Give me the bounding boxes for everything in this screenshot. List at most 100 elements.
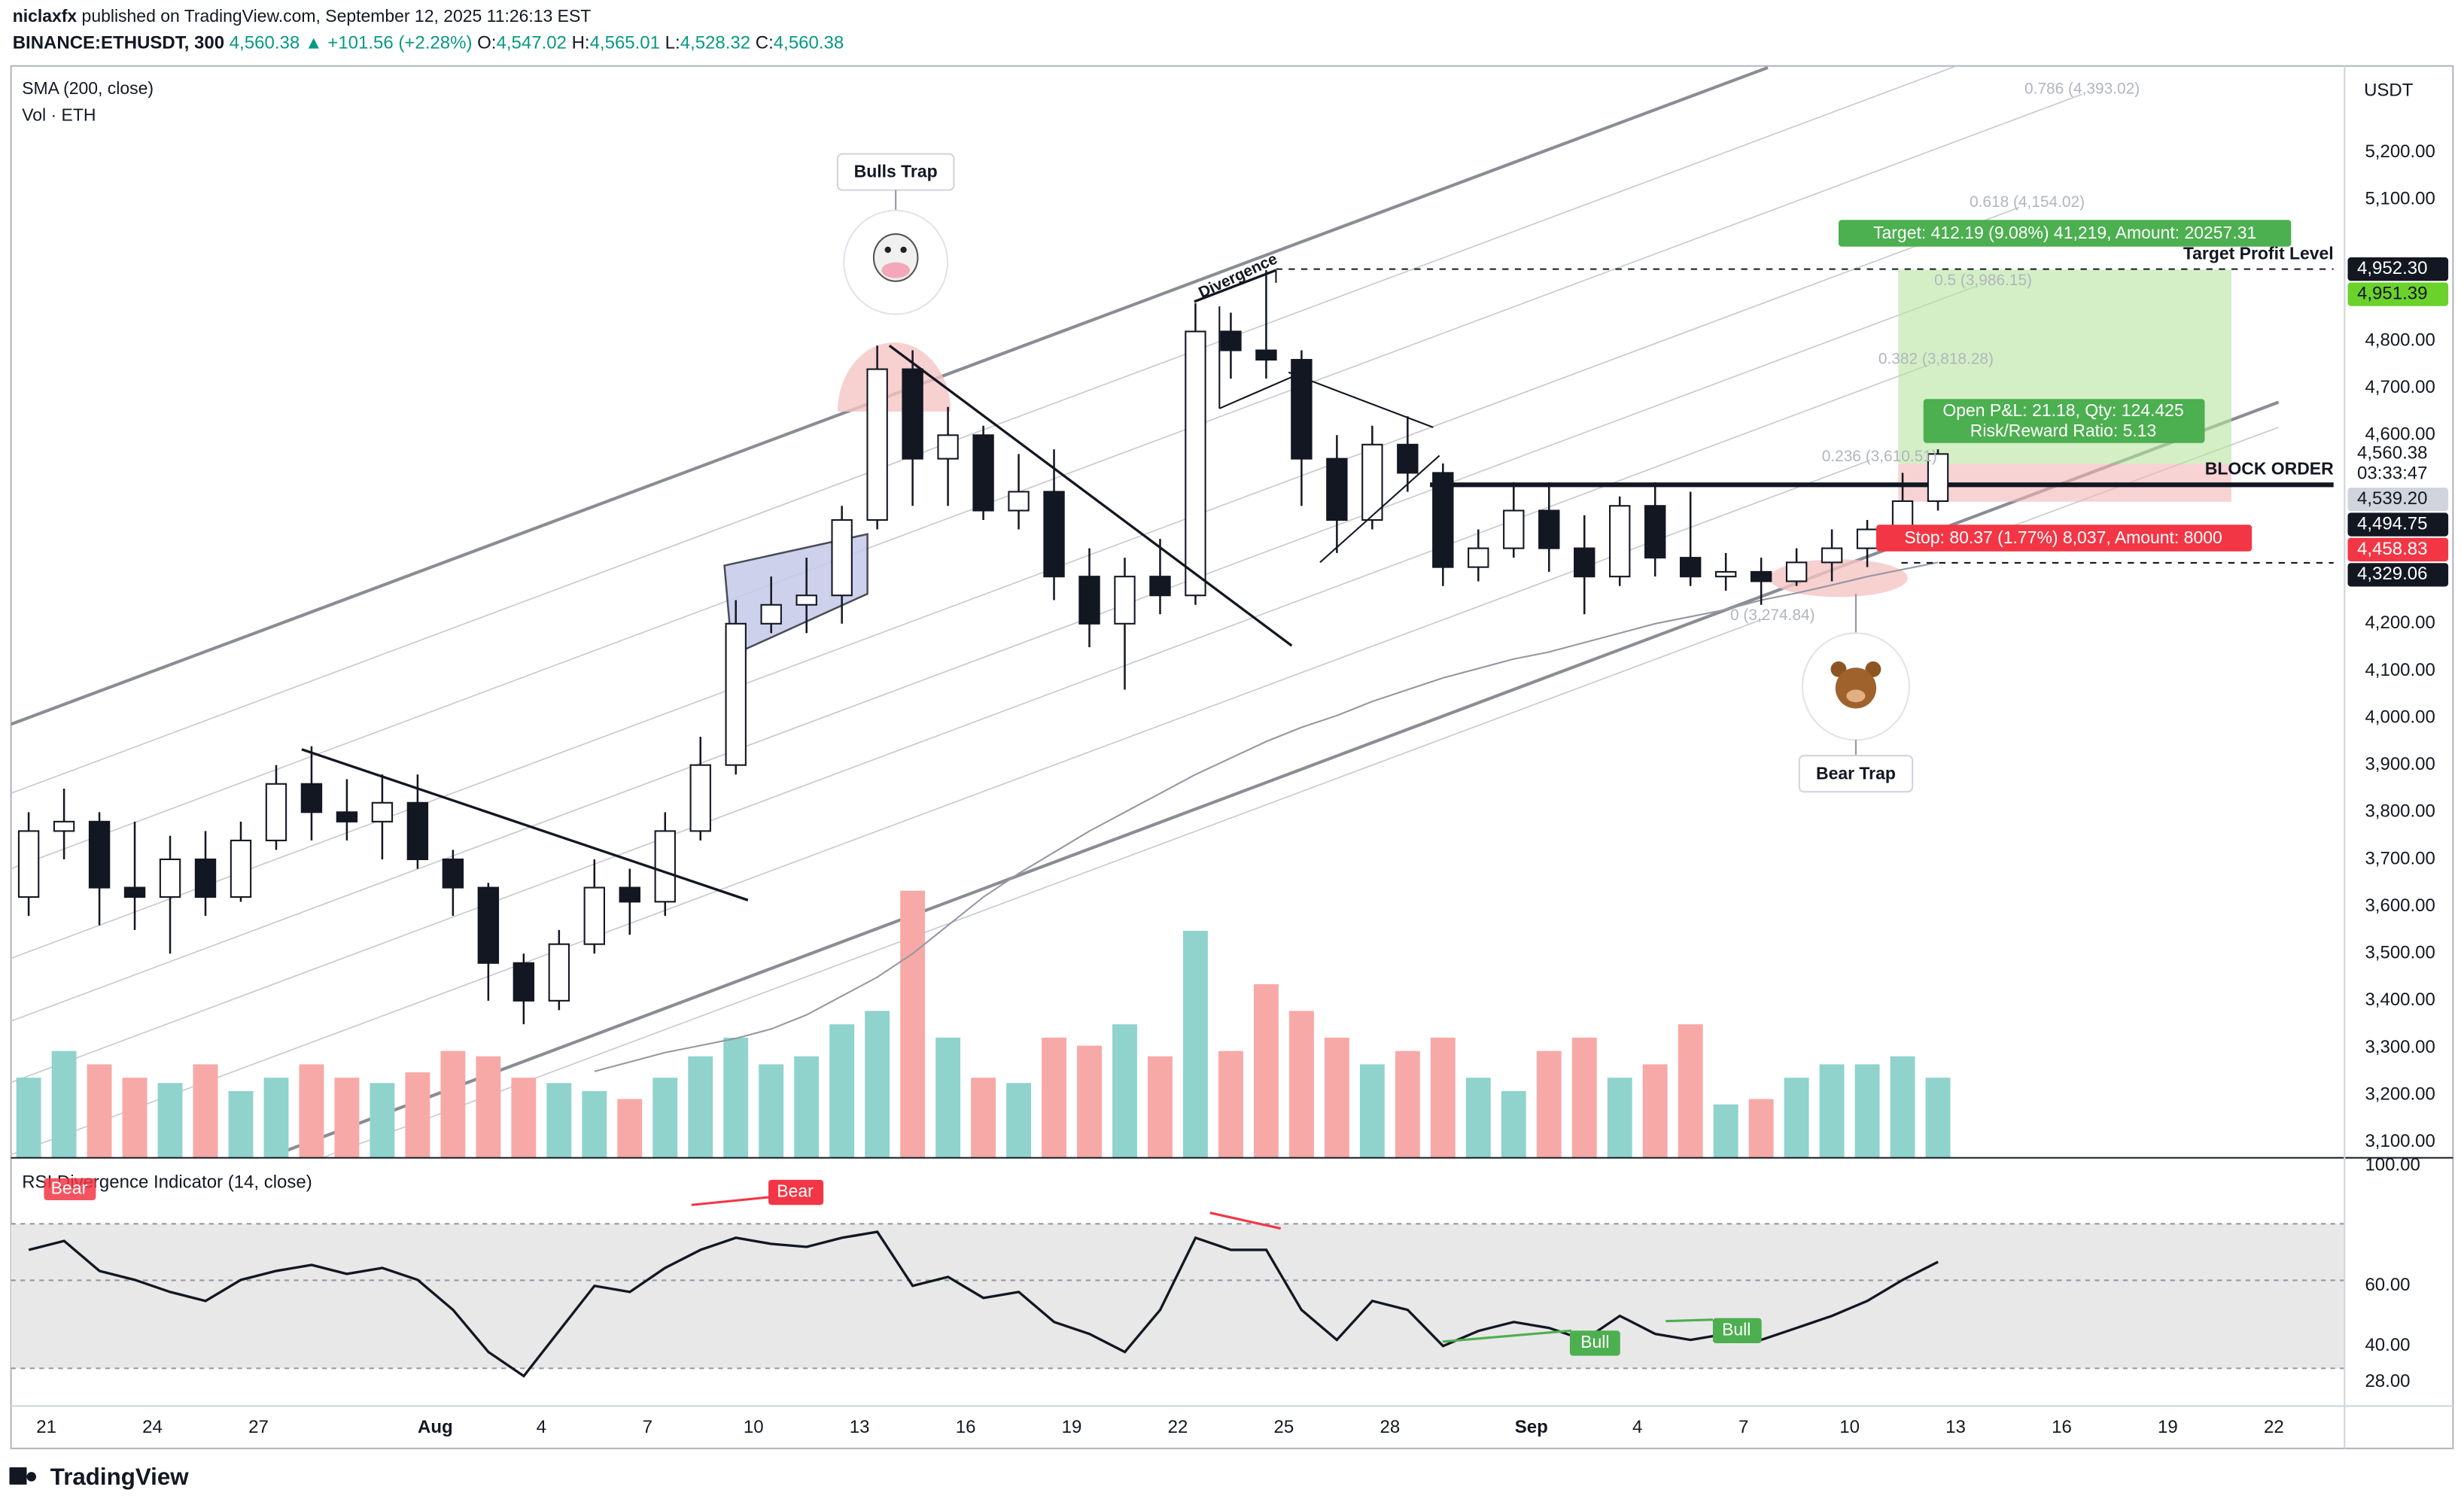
candle-body — [760, 604, 782, 625]
fib-line — [11, 206, 2020, 959]
x-tick-label: 22 — [1168, 1417, 1188, 1437]
pnl-text: Open P&L: 21.18, Qty: 124.425 — [1942, 400, 2183, 420]
volume-bar — [617, 1099, 643, 1158]
candle-body — [1043, 491, 1065, 578]
icon-face — [1835, 667, 1877, 709]
y-tick-label: 3,800.00 — [2365, 801, 2435, 822]
pnl-box — [1923, 399, 2205, 443]
volume-bar — [1430, 1037, 1456, 1158]
price-tag — [2347, 563, 2449, 587]
price-tag — [2347, 282, 2449, 306]
candle-body — [53, 820, 75, 832]
volume-bar — [723, 1037, 749, 1158]
volume-bar — [1748, 1099, 1774, 1158]
drawings — [301, 269, 1440, 901]
volume-bar — [1501, 1090, 1526, 1158]
ohlc-value: 4,565.01 — [590, 33, 660, 53]
candle-body — [230, 839, 252, 898]
volume-bar — [157, 1083, 183, 1158]
candle-body — [371, 801, 394, 822]
candle-body — [406, 801, 429, 861]
y-tick-label: 4,800.00 — [2365, 330, 2435, 350]
icon-eye — [900, 246, 907, 254]
published: published on TradingView.com, September … — [77, 6, 591, 26]
volume-bar — [1288, 1011, 1314, 1158]
y-tick-label: 5,200.00 — [2365, 141, 2435, 162]
ohlc-value: 4,560.38 — [774, 33, 844, 53]
volume-bar — [1324, 1037, 1349, 1158]
y-tick-label: 4,200.00 — [2365, 613, 2435, 633]
y-tick-label: 3,600.00 — [2365, 895, 2435, 916]
candle-body — [1927, 453, 1949, 503]
candle-body — [1644, 505, 1666, 559]
callout-text: Bear Trap — [1816, 763, 1896, 783]
volume-bar — [263, 1078, 289, 1158]
fib-line — [321, 618, 1764, 1158]
candle-body — [1891, 500, 1914, 531]
candle-body — [513, 962, 535, 1002]
candle-body — [1078, 576, 1100, 625]
brand: TradingView — [50, 1464, 189, 1490]
y-tick-label: 3,400.00 — [2365, 990, 2435, 1010]
candle-body — [689, 764, 711, 832]
fib-label: 0.786 (4,393.02) — [2024, 81, 2140, 98]
candle-body — [831, 518, 853, 597]
candle-body — [654, 830, 676, 903]
last: 4,560.38 — [230, 33, 300, 53]
div-tag — [768, 1179, 824, 1206]
axes: 5,200.005,100.004,900.004,800.004,700.00… — [36, 141, 2449, 1437]
x-tick-label: 13 — [850, 1417, 870, 1437]
volume-bar — [87, 1064, 112, 1158]
y-tick-label: 3,100.00 — [2365, 1131, 2435, 1151]
volume-bar — [1819, 1064, 1845, 1158]
candle-body — [902, 368, 923, 460]
logo-mark — [9, 1467, 27, 1485]
volume-bar — [971, 1078, 996, 1158]
ohlc-label: C: — [756, 33, 774, 53]
icon-snout — [1846, 689, 1866, 703]
candle-body — [1574, 547, 1596, 578]
fib-label: 0.618 (4,154.02) — [1970, 193, 2085, 211]
trendline — [1288, 371, 1434, 428]
x-tick-label: 4 — [537, 1417, 546, 1437]
x-tick-label: 19 — [1062, 1417, 1082, 1437]
fib-channel — [11, 65, 2279, 1158]
y-tick-label: 3,300.00 — [2365, 1037, 2435, 1057]
volume-bar — [1784, 1078, 1809, 1158]
labels: 0.786 (4,393.02) 0.618 (4,154.02) 0.5 (3… — [22, 78, 2334, 1356]
candle-body — [1185, 330, 1206, 597]
x-tick-label: 21 — [36, 1417, 56, 1437]
candle-body — [866, 368, 888, 521]
candle-body — [159, 858, 181, 898]
rr-text: Risk/Reward Ratio: 5.13 — [1970, 421, 2157, 440]
volume-bar — [405, 1072, 430, 1158]
candle-body — [1291, 359, 1313, 460]
symbol: BINANCE:ETHUSDT, 300 — [13, 33, 224, 53]
x-tick-label: 7 — [643, 1417, 653, 1437]
div-tag — [44, 1178, 96, 1200]
countdown: 03:33:47 — [2357, 464, 2427, 484]
price-tag-label: 4,329.06 — [2357, 564, 2427, 584]
candle-body — [1255, 349, 1277, 361]
div-text: Bull — [1580, 1332, 1609, 1351]
candle-body — [972, 434, 994, 512]
icon-snout — [881, 262, 910, 278]
price-tag — [2347, 487, 2449, 512]
volume-bar — [1536, 1050, 1562, 1158]
volume-bar — [759, 1064, 784, 1158]
x-tick-label: 24 — [142, 1417, 163, 1437]
logo: TradingView — [9, 1464, 189, 1490]
icon-eye — [884, 246, 891, 254]
fib-line — [11, 93, 2082, 870]
candle-body — [442, 858, 464, 889]
volume-bar — [193, 1064, 218, 1158]
candle-body — [1750, 570, 1772, 582]
price-tag-label: 4,539.20 — [2357, 488, 2427, 509]
candle-body — [1609, 505, 1631, 578]
indicator-label: Vol · ETH — [22, 105, 96, 125]
x-tick-label: 28 — [1380, 1417, 1400, 1437]
target-text: Target: 412.19 (9.08%) 41,219, Amount: 2… — [1873, 223, 2256, 242]
candle-body — [1326, 458, 1348, 521]
change: ▲ +101.56 (+2.28%) — [305, 33, 473, 53]
div-line — [1209, 1212, 1282, 1230]
